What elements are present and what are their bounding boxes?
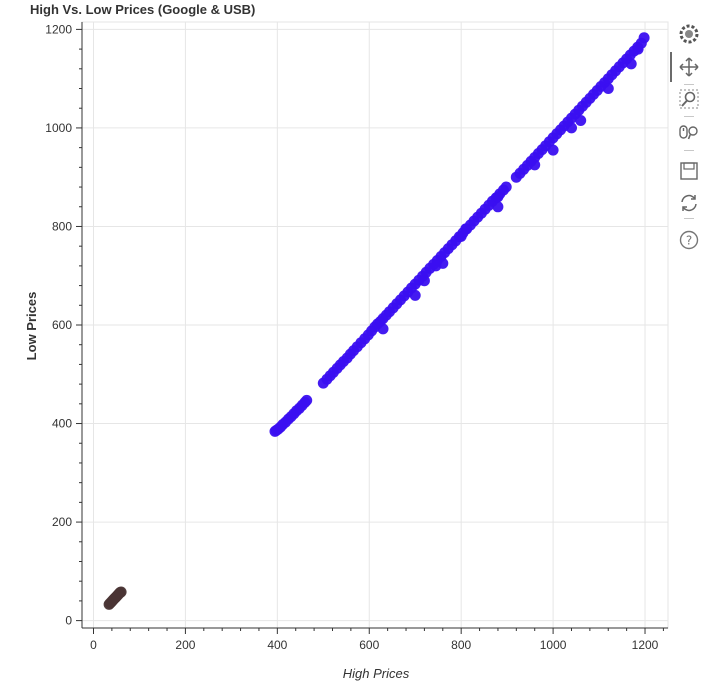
data-point-blue xyxy=(638,32,650,44)
data-point-blue xyxy=(377,323,389,335)
y-tick-label: 400 xyxy=(52,417,72,431)
y-axis-label: Low Prices xyxy=(24,292,39,361)
grid-lines xyxy=(82,22,668,628)
toolbar-divider xyxy=(684,218,694,219)
data-point-blue xyxy=(500,181,512,193)
x-tick-label: 800 xyxy=(451,638,471,652)
x-tick-label: 200 xyxy=(175,638,195,652)
pan-tool-icon[interactable] xyxy=(678,56,700,78)
data-point-blue xyxy=(409,289,421,301)
active-tool-indicator xyxy=(670,52,672,82)
x-tick-label: 1000 xyxy=(540,638,567,652)
data-point-blue xyxy=(575,115,587,126)
toolbar-divider xyxy=(684,150,694,151)
bokeh-logo-icon[interactable] xyxy=(678,23,700,45)
y-tick-label: 1000 xyxy=(45,121,72,135)
data-points xyxy=(103,32,650,610)
box-zoom-tool-icon[interactable] xyxy=(678,88,700,110)
data-point-blue xyxy=(632,43,644,55)
data-point-blue xyxy=(602,83,614,94)
chart-title: High Vs. Low Prices (Google & USB) xyxy=(30,2,255,17)
y-tick-label: 200 xyxy=(52,515,72,529)
y-tick-label: 0 xyxy=(65,614,72,628)
x-tick-label: 1200 xyxy=(632,638,659,652)
help-tool-icon[interactable]: ? xyxy=(678,229,700,251)
data-point-blue xyxy=(492,191,504,203)
data-point-blue xyxy=(418,275,430,287)
toolbar-divider xyxy=(684,116,694,117)
data-point-brown xyxy=(115,586,127,598)
data-point-blue xyxy=(547,144,559,156)
data-point-blue xyxy=(625,58,637,70)
y-tick-label: 600 xyxy=(52,318,72,332)
data-point-blue xyxy=(492,201,504,213)
data-point-blue xyxy=(430,260,442,272)
data-point-blue xyxy=(460,223,472,235)
wheel-zoom-tool-icon[interactable] xyxy=(678,122,700,144)
x-axis-label: High Prices xyxy=(343,666,410,681)
x-tick-label: 600 xyxy=(359,638,379,652)
x-tick-label: 0 xyxy=(90,638,97,652)
data-point-blue xyxy=(529,159,541,171)
x-tick-label: 400 xyxy=(267,638,287,652)
data-point-blue xyxy=(566,122,577,134)
reset-tool-icon[interactable] xyxy=(678,192,700,214)
y-tick-label: 1200 xyxy=(45,22,72,36)
axis-ticks: 0 200 400 600 800 1000 1200 0 200 400 600 800 1000 12… xyxy=(45,22,664,652)
data-point-blue xyxy=(301,394,313,406)
toolbar-divider xyxy=(684,84,694,85)
svg-text:?: ? xyxy=(686,234,692,248)
y-tick-label: 800 xyxy=(52,219,72,233)
save-tool-icon[interactable] xyxy=(678,160,700,182)
